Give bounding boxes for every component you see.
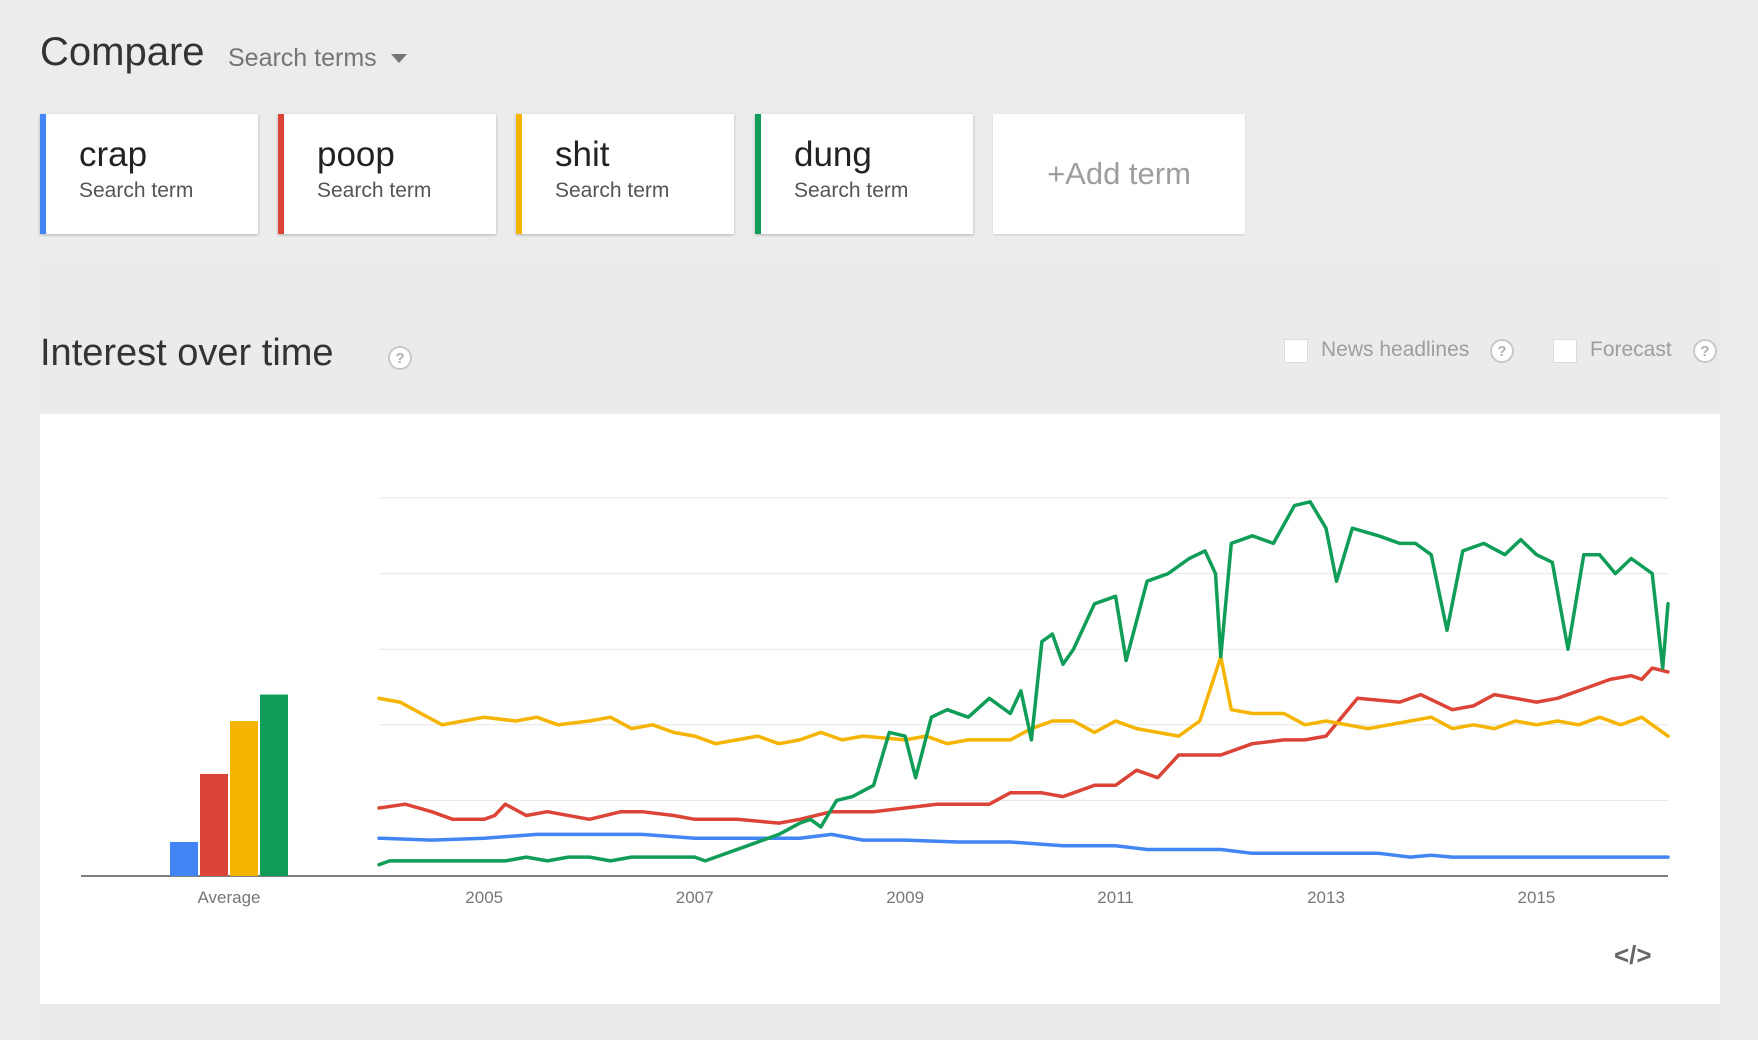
x-tick-label: 2011 [1097, 888, 1134, 907]
term-card-poop[interactable]: poop Search term [278, 114, 496, 234]
series-line-dung [377, 500, 1670, 867]
series-line-poop [377, 666, 1670, 825]
news-headlines-label: News headlines [1321, 338, 1470, 361]
forecast-label: Forecast [1590, 338, 1672, 361]
x-tick-label: 2007 [676, 888, 714, 907]
term-subtitle: Search term [555, 178, 670, 202]
term-card-crap[interactable]: crap Search term [40, 114, 258, 234]
forecast-help-icon[interactable]: ? [1693, 339, 1717, 363]
news-headlines-checkbox[interactable] [1284, 339, 1308, 363]
term-name: poop [317, 135, 395, 174]
average-bar-dung [260, 694, 288, 876]
average-label: Average [197, 888, 260, 907]
chart-card: Average 2005 2007 2009 2011 2013 2015 [40, 414, 1720, 1004]
news-help-icon[interactable]: ? [1490, 339, 1514, 363]
x-tick-label: 2009 [886, 888, 924, 907]
x-tick-label: 2015 [1518, 888, 1556, 907]
section-title: Interest over time [40, 332, 334, 374]
average-bar-crap [170, 841, 198, 876]
search-terms-label: Search terms [228, 44, 377, 72]
x-tick-label: 2005 [465, 888, 503, 907]
term-name: crap [79, 135, 148, 174]
x-tick-label: 2013 [1307, 888, 1345, 907]
forecast-checkbox[interactable] [1553, 339, 1577, 363]
search-terms-dropdown[interactable]: Search terms [228, 44, 407, 73]
term-card-dung[interactable]: dung Search term [755, 114, 973, 234]
term-color-bar [755, 114, 761, 234]
series-line-crap [377, 832, 1670, 859]
interest-chart: Average 2005 2007 2009 2011 2013 2015 [81, 497, 1670, 907]
term-subtitle: Search term [317, 178, 432, 202]
series-line-shit [377, 655, 1670, 746]
term-color-bar [516, 114, 522, 234]
term-card-shit[interactable]: shit Search term [516, 114, 734, 234]
help-icon[interactable]: ? [388, 346, 412, 370]
term-subtitle: Search term [794, 178, 909, 202]
term-subtitle: Search term [79, 178, 194, 202]
embed-code-icon[interactable]: </> [1614, 940, 1652, 970]
caret-down-icon [390, 54, 407, 63]
compare-title: Compare [40, 30, 205, 74]
term-color-bar [40, 114, 46, 234]
term-color-bar [278, 114, 284, 234]
term-name: shit [555, 135, 610, 174]
add-term-button[interactable]: +Add term [993, 114, 1245, 234]
term-name: dung [794, 135, 872, 174]
average-bar-shit [230, 721, 258, 876]
average-bar-poop [200, 773, 228, 876]
